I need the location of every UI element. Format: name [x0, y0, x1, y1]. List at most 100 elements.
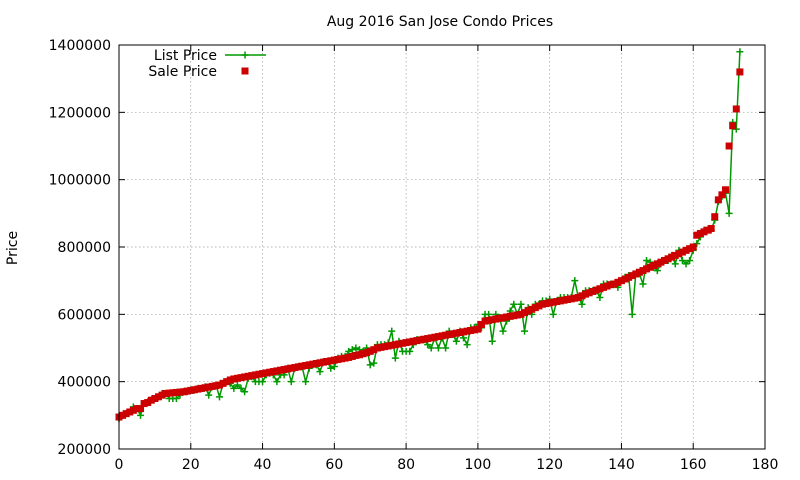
list-price-point [172, 395, 180, 402]
sale-price-point [269, 368, 277, 376]
sale-price-point [707, 224, 715, 232]
list-price-point [137, 411, 145, 419]
sale-price-point [513, 311, 521, 319]
sale-price-point [653, 260, 661, 268]
sale-price-point [564, 296, 572, 304]
y-tick-label: 1000000 [49, 173, 111, 189]
sale-price-point [126, 408, 134, 416]
sale-price-point [538, 300, 546, 308]
sale-price-point [492, 315, 500, 323]
list-price-point [517, 300, 525, 308]
sale-price-point [456, 329, 464, 337]
x-tick-label: 80 [397, 457, 415, 473]
sale-price-point [280, 366, 288, 374]
list-price-point [215, 393, 223, 401]
sale-price-point [140, 400, 148, 408]
list-price-point [442, 344, 450, 352]
list-price-point [628, 310, 636, 318]
list-price-point [427, 344, 435, 352]
list-price-point [352, 344, 360, 352]
y-tick-label: 1200000 [49, 105, 111, 121]
sale-price-point [607, 281, 615, 289]
sale-price-point [205, 383, 213, 391]
list-price-point [452, 337, 460, 345]
legend-label-sale-price: Sale Price [148, 64, 217, 80]
sale-price-point [377, 343, 385, 351]
sale-price-point [420, 335, 428, 343]
sale-price-point [133, 405, 141, 413]
y-tick-label: 800000 [58, 240, 111, 256]
sale-price-point [215, 381, 223, 389]
sale-price-point [722, 186, 730, 194]
sale-price-point [266, 368, 274, 376]
sale-price-point [298, 362, 306, 370]
sale-price-point [700, 228, 708, 236]
sale-price-point [600, 283, 607, 291]
sale-price-point [341, 354, 349, 362]
sale-price-point [241, 373, 249, 381]
sale-price-point [449, 330, 457, 338]
plot-frame [118, 44, 766, 450]
sale-price-point [546, 299, 554, 307]
sale-price-point [237, 374, 245, 382]
sale-price-point [284, 365, 292, 373]
sale-price-point [442, 331, 450, 339]
list-price-point [316, 368, 324, 376]
sale-price-point [535, 302, 543, 310]
sale-price-point [248, 372, 256, 380]
list-price-point [460, 334, 468, 342]
sale-price-point [348, 352, 356, 360]
sale-price-point [416, 336, 424, 344]
list-price-point [406, 347, 414, 355]
sale-price-point [463, 327, 471, 335]
sale-price-point [277, 366, 284, 374]
list-price-point [736, 48, 744, 56]
sale-price-point [682, 246, 690, 254]
sale-price-point [657, 258, 665, 266]
sale-price-point [560, 296, 568, 304]
list-price-point [499, 327, 507, 335]
list-price-point [678, 256, 686, 264]
legend-sample-list-price [225, 51, 266, 59]
sale-price-point [233, 374, 241, 382]
series-sale-price [115, 68, 744, 421]
sale-price-point [517, 310, 525, 318]
sale-price-point [495, 314, 503, 322]
sale-price-point [628, 272, 636, 280]
sale-price-point [632, 270, 640, 278]
y-tick-label: 600000 [58, 307, 111, 323]
sale-price-point [406, 338, 414, 346]
list-price-point [485, 310, 493, 318]
sale-price-point [614, 278, 622, 286]
y-tick-label: 400000 [58, 375, 111, 391]
sale-price-point [172, 388, 180, 396]
sale-price-point [664, 255, 672, 263]
sale-price-point [287, 364, 295, 372]
list-price-point [571, 277, 579, 285]
sale-price-point [531, 304, 539, 312]
sale-price-point [366, 347, 374, 355]
list-price-point [510, 300, 518, 308]
sale-price-point [302, 362, 310, 370]
sale-price-point [488, 316, 496, 324]
sale-price-point [355, 351, 363, 359]
sale-price-point [585, 289, 593, 297]
series-list-price [115, 48, 744, 423]
list-price-point [345, 347, 353, 355]
y-tick-label: 200000 [58, 442, 111, 458]
sale-price-point [413, 337, 421, 345]
sale-price-point [330, 356, 338, 364]
x-tick-label: 120 [536, 457, 563, 473]
list-price-point [370, 359, 378, 367]
sale-price-point [312, 359, 320, 367]
sale-price-point [675, 250, 683, 258]
sale-price-point [162, 389, 170, 397]
sale-price-point [646, 263, 654, 271]
sale-price-point [499, 314, 507, 322]
sale-price-point [578, 292, 586, 300]
sale-price-point [212, 382, 220, 390]
sale-price-point [294, 363, 302, 371]
list-price-point [578, 300, 586, 308]
axis-ticks: 0 20 40 60 80 100 120 140 160 180 200000 400000 6000… [49, 38, 779, 473]
series-layer [115, 48, 744, 423]
